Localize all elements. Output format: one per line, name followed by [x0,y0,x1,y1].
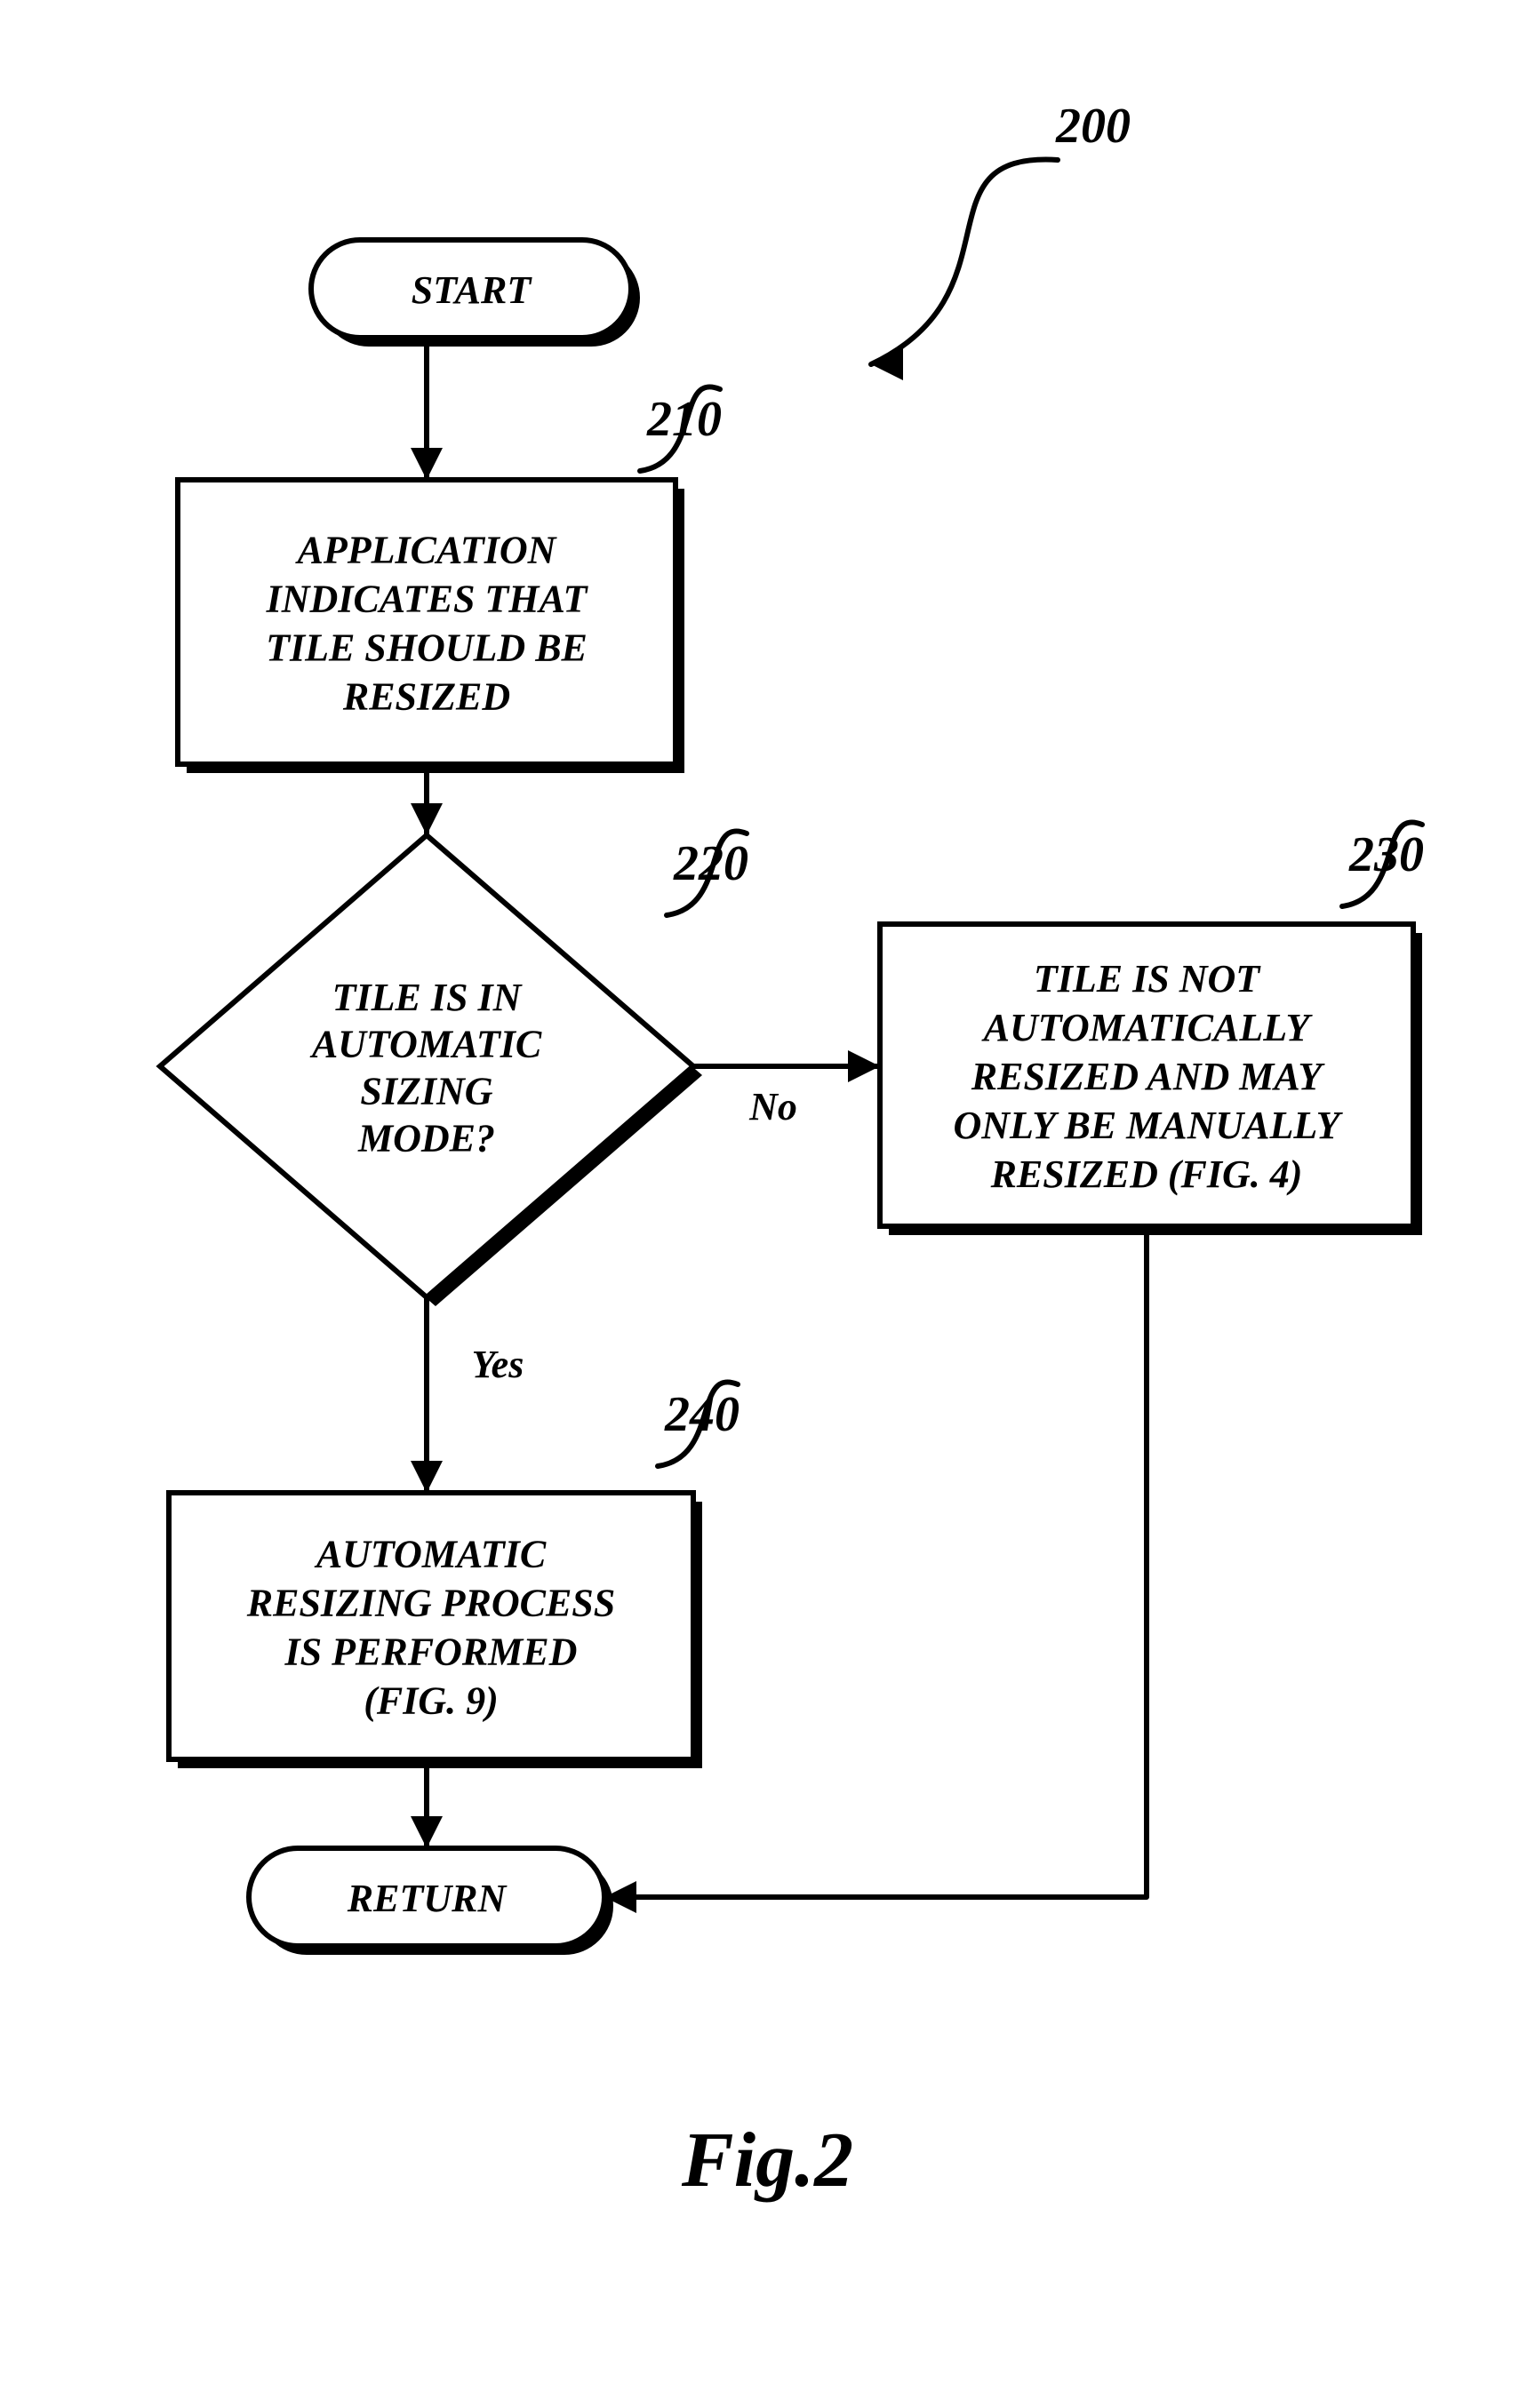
n240-line-3: (FIG. 9) [364,1679,499,1723]
diagram-ref-200: 200 [1055,99,1131,154]
ref-210: 210 [646,392,722,447]
n230-line-4: RESIZED (FIG. 4) [990,1152,1303,1196]
n240-line-1: RESIZING PROCESS [246,1582,615,1625]
n220-line-2: SIZING [360,1069,492,1112]
n210-line-2: TILE SHOULD BE [266,626,588,670]
n220-line-3: MODE? [357,1116,495,1160]
n230-line-3: ONLY BE MANUALLY [953,1104,1343,1147]
n230-line-1: AUTOMATICALLY [981,1006,1314,1049]
n210-line-3: RESIZED [342,675,510,719]
n230-line-2: RESIZED AND MAY [971,1055,1326,1098]
n240-line-2: IS PERFORMED [284,1631,578,1674]
n220-line-0: TILE IS IN [332,976,524,1019]
return-label: RETURN [347,1877,508,1920]
n210-line-1: INDICATES THAT [266,578,589,621]
edge-label-n220-n230: No [748,1085,797,1128]
ref-220: 220 [673,836,748,891]
ref-230: 230 [1348,827,1424,882]
ref-240: 240 [664,1387,740,1442]
flowchart-canvas: 200 START APPLICATION INDICATES THAT TILE SH… [0,0,1535,2408]
figure-caption: Fig.2 [681,2117,853,2204]
n220-line-1: AUTOMATIC [309,1023,542,1066]
start-label: START [412,268,533,312]
n240-line-0: AUTOMATIC [314,1533,547,1576]
n210-line-0: APPLICATION [295,529,558,572]
edge-label-n220-n240: Yes [472,1343,524,1386]
n230-line-0: TILE IS NOT [1034,957,1261,1001]
